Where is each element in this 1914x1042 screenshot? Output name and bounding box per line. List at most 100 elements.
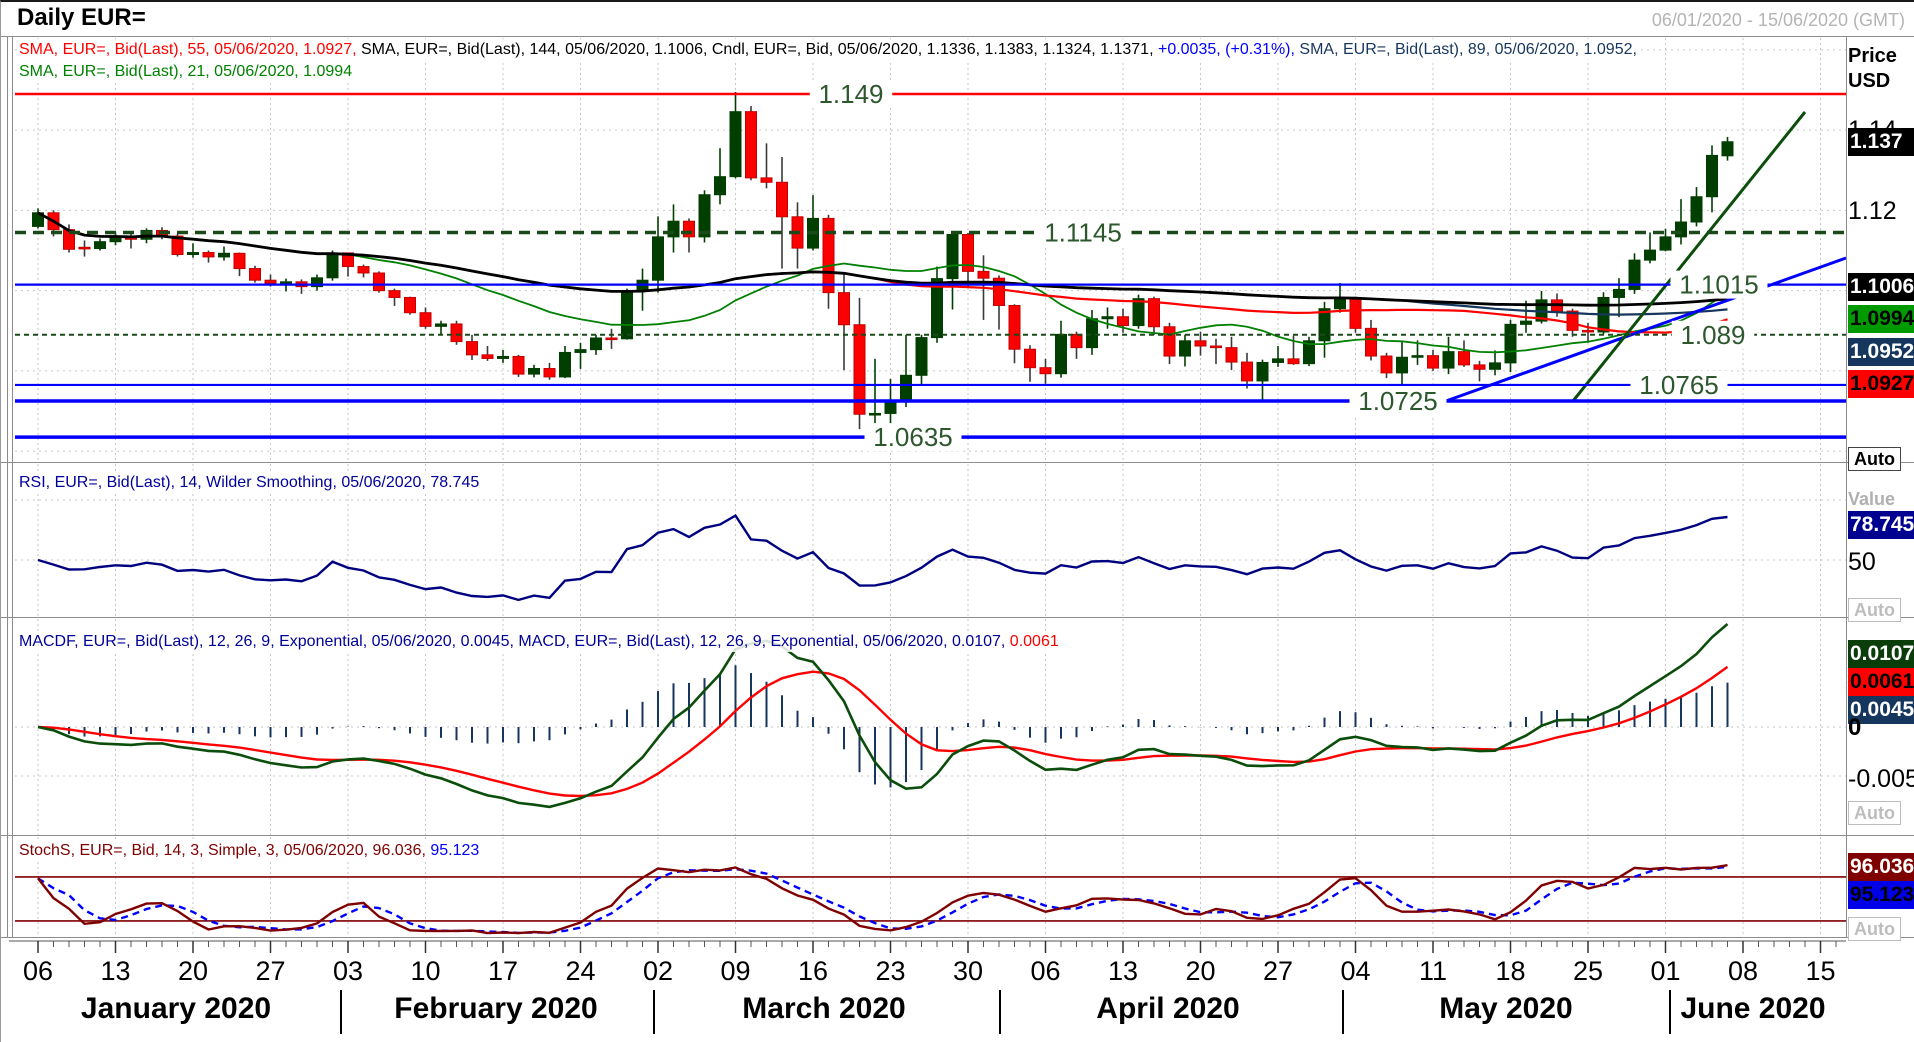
stoch-panel-plot[interactable] <box>1 837 1914 937</box>
candle-down <box>481 354 494 359</box>
candle-up <box>1101 316 1114 320</box>
candle-down <box>1458 351 1470 366</box>
macd-legend-segment-0: MACDF, EUR=, Bid(Last), 12, 26, 9, Expon… <box>19 633 1010 650</box>
axis-day-30: 30 <box>952 956 984 986</box>
candle-up <box>590 337 602 351</box>
axis-day-27: 27 <box>1262 956 1294 986</box>
candle-down <box>1070 333 1083 349</box>
value-badge-1.0994: 1.0994 <box>1848 305 1914 333</box>
candle-up <box>1659 236 1672 251</box>
candle-up <box>1179 340 1191 357</box>
axis-month-june: June 2020 <box>1680 992 1826 1025</box>
auto-scale-button[interactable]: Auto <box>1848 801 1901 825</box>
axis-month-february: February 2020 <box>394 992 598 1025</box>
axis-day-04: 04 <box>1340 956 1371 986</box>
candle-down <box>78 246 91 250</box>
candle-up <box>1520 320 1532 325</box>
candle-down <box>419 312 432 327</box>
axis-day-02: 02 <box>642 956 674 986</box>
candle-up <box>218 252 230 258</box>
value-badge-78.745: 78.745 <box>1848 511 1914 539</box>
value-badge-0.0045: 0.0045 <box>1848 696 1914 724</box>
axis-day-25: 25 <box>1572 956 1604 986</box>
auto-scale-button[interactable]: Auto <box>1848 447 1901 471</box>
price-rsi-divider[interactable] <box>1 462 1914 463</box>
level-label-1.149: 1.149 <box>818 79 883 109</box>
stoch-legend-segment-1: 95.123 <box>430 842 480 859</box>
candle-down <box>357 266 370 274</box>
month-separator <box>1669 990 1671 1034</box>
candle-up <box>1318 308 1331 342</box>
candle-up <box>1706 154 1718 198</box>
scale-tick-1.12: 1.12 <box>1848 197 1897 225</box>
chart-title: Daily EUR= <box>17 4 146 31</box>
time-axis-ruler[interactable] <box>1 940 1914 958</box>
candle-down <box>373 272 385 292</box>
axis-day-01: 01 <box>1650 956 1681 986</box>
value-badge-0.0061: 0.0061 <box>1848 668 1914 696</box>
axis-day-18: 18 <box>1495 956 1526 986</box>
level-label-1.1015: 1.1015 <box>1679 270 1759 300</box>
candle-down <box>1225 347 1238 363</box>
candle-down <box>962 233 974 272</box>
axis-day-09: 09 <box>720 956 751 986</box>
stoch-legend-segment-0: StochS, EUR=, Bid, 14, 3, Simple, 3, 05/… <box>19 842 431 859</box>
candle-up <box>621 290 633 340</box>
candle-up <box>1256 361 1269 382</box>
month-separator <box>653 990 655 1034</box>
month-separator <box>1342 990 1344 1034</box>
candle-up <box>280 281 292 284</box>
candle-down <box>993 277 1005 306</box>
candle-up <box>1489 362 1501 370</box>
candle-down <box>512 355 525 375</box>
candle-down <box>838 292 850 326</box>
candle-down <box>760 177 773 183</box>
candle-down <box>1427 355 1439 369</box>
price-legend-line1: SMA, EUR=, Bid(Last), 55, 05/06/2020, 1.… <box>19 39 1637 60</box>
candle-down <box>822 217 835 294</box>
candle-down <box>683 220 695 238</box>
level-label-1.0765: 1.0765 <box>1639 370 1719 400</box>
candle-up <box>931 278 943 339</box>
candle-down <box>1163 326 1176 357</box>
macd-stoch-divider[interactable] <box>1 835 1914 836</box>
candle-down <box>977 270 990 279</box>
price-legend1-segment-3: SMA, EUR=, Bid(Last), 89, 05/06/2020, 1.… <box>1299 41 1637 58</box>
plot-left-border <box>7 36 13 937</box>
candle-down <box>1024 348 1036 369</box>
axis-day-13: 13 <box>1107 956 1139 986</box>
auto-scale-button[interactable]: Auto <box>1848 917 1901 941</box>
macd-line <box>37 623 1729 809</box>
candle-up <box>884 400 897 414</box>
value-badge-96.036: 96.036 <box>1848 853 1914 881</box>
scale-tick-50: 50 <box>1848 548 1876 576</box>
price-panel-plot[interactable]: 1.149 1.1145 1.1015 1.089 1.0765 1.0725 1.0635 <box>1 38 1914 462</box>
candle-up <box>435 323 447 327</box>
candle-up <box>497 355 509 359</box>
rising-channel-green[interactable] <box>1571 111 1807 402</box>
candle-down <box>1582 329 1594 333</box>
price-axis-title: Price USD <box>1848 45 1897 92</box>
candle-down <box>171 235 184 256</box>
candle-up <box>698 194 711 238</box>
candle-down <box>1566 310 1579 331</box>
candle-down <box>388 290 401 298</box>
axis-month-may: May 2020 <box>1439 992 1573 1025</box>
candle-up <box>1613 288 1625 298</box>
rsi-macd-divider[interactable] <box>1 617 1914 618</box>
candle-up <box>729 111 742 178</box>
axis-day-03: 03 <box>332 956 364 986</box>
candle-up <box>900 374 912 402</box>
macd-panel-plot[interactable] <box>1 619 1914 835</box>
candle-up <box>915 337 928 376</box>
candle-up <box>559 351 571 378</box>
auto-scale-button[interactable]: Auto <box>1848 598 1901 622</box>
rsi-legend-segment-0: RSI, EUR=, Bid(Last), 14, Wilder Smoothi… <box>19 474 480 491</box>
plot-right-border <box>1846 36 1847 937</box>
price-legend-line2: SMA, EUR=, Bid(Last), 21, 05/06/2020, 1.… <box>19 61 353 82</box>
level-label-1.089: 1.089 <box>1680 320 1745 350</box>
level-label-1.0725: 1.0725 <box>1358 386 1438 416</box>
candle-up <box>1504 323 1517 364</box>
rising-support-blue[interactable] <box>1445 256 1847 403</box>
axis-day-27: 27 <box>255 956 286 986</box>
